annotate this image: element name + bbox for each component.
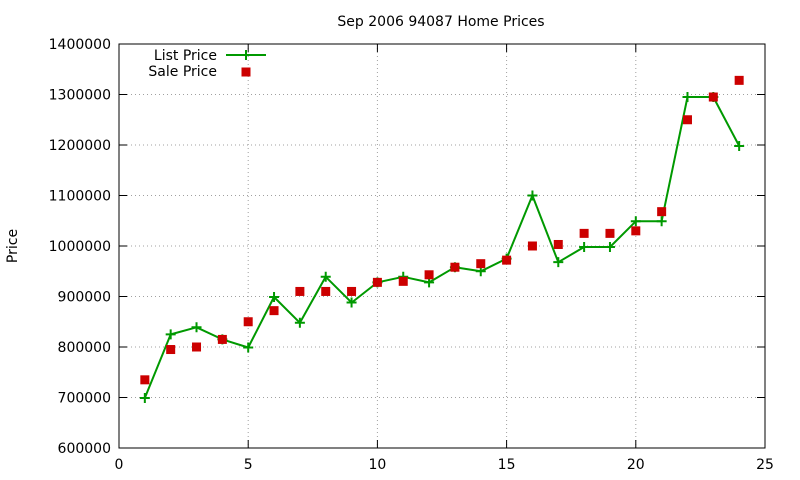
legend-label-sale-price: Sale Price xyxy=(148,64,217,80)
x-tick-label: 10 xyxy=(368,457,386,473)
sale-price-point xyxy=(605,228,615,238)
list-price-point xyxy=(630,216,641,227)
sale-price-point xyxy=(631,226,641,236)
sale-price-point xyxy=(140,375,150,385)
list-price-point xyxy=(682,92,693,103)
sale-price-point xyxy=(347,286,357,296)
list-price-point xyxy=(294,317,305,328)
y-tick-label: 1400000 xyxy=(49,37,111,53)
sale-price-point xyxy=(192,342,202,352)
axis-ticks: 600000 700000 800000 900000 1000000 1100000 12… xyxy=(49,37,774,473)
list-price-point xyxy=(579,242,590,253)
list-price-point xyxy=(604,242,615,253)
y-tick-label: 900000 xyxy=(58,290,111,306)
grid-lines xyxy=(119,44,765,448)
legend-swatch-list-marker xyxy=(241,50,251,60)
y-axis-label: Price xyxy=(5,229,21,263)
x-tick-label: 25 xyxy=(756,457,774,473)
sale-price-point xyxy=(502,255,512,265)
y-tick-label: 1300000 xyxy=(49,88,111,104)
sale-price-point xyxy=(295,286,305,296)
sale-price-point xyxy=(708,92,718,102)
x-tick-label: 0 xyxy=(115,457,124,473)
list-price-point xyxy=(191,322,202,333)
list-price-point xyxy=(734,141,745,152)
y-tick-label: 800000 xyxy=(58,340,111,356)
sale-price-point xyxy=(450,262,460,272)
legend-label-list-price: List Price xyxy=(154,48,217,64)
y-tick-label: 1200000 xyxy=(49,138,111,154)
x-tick-label: 5 xyxy=(244,457,253,473)
list-price-point xyxy=(346,297,357,308)
list-price-point xyxy=(243,342,254,353)
sale-price-point xyxy=(527,241,537,251)
sale-price-point xyxy=(166,345,176,355)
sale-price-point xyxy=(398,276,408,286)
series-layer xyxy=(139,75,745,404)
sale-price-point xyxy=(269,306,279,316)
x-tick-label: 20 xyxy=(627,457,645,473)
list-price-point xyxy=(553,257,564,268)
sale-price-point xyxy=(657,207,667,217)
y-tick-label: 1000000 xyxy=(49,239,111,255)
list-price-point xyxy=(139,393,150,404)
sale-price-point xyxy=(734,75,744,85)
sale-price-point xyxy=(217,334,227,344)
sale-price-point xyxy=(372,277,382,287)
list-price-line xyxy=(143,96,741,399)
y-tick-label: 1100000 xyxy=(49,189,111,205)
x-tick-label: 15 xyxy=(498,457,516,473)
sale-price-point xyxy=(579,228,589,238)
sale-price-point xyxy=(682,115,692,125)
list-price-point xyxy=(320,271,331,282)
chart-title: Sep 2006 94087 Home Prices xyxy=(337,14,544,30)
y-tick-label: 700000 xyxy=(58,391,111,407)
list-price-point xyxy=(527,190,538,201)
sale-price-point xyxy=(321,286,331,296)
sale-price-point xyxy=(424,270,434,280)
list-price-point xyxy=(269,292,280,303)
sale-price-point xyxy=(476,259,486,269)
y-tick-label: 600000 xyxy=(58,441,111,457)
list-price-point xyxy=(165,329,176,340)
list-price-point xyxy=(656,216,667,227)
sale-price-point xyxy=(553,239,563,249)
legend-swatch-sale-marker xyxy=(241,67,251,77)
sale-price-point xyxy=(243,317,253,327)
